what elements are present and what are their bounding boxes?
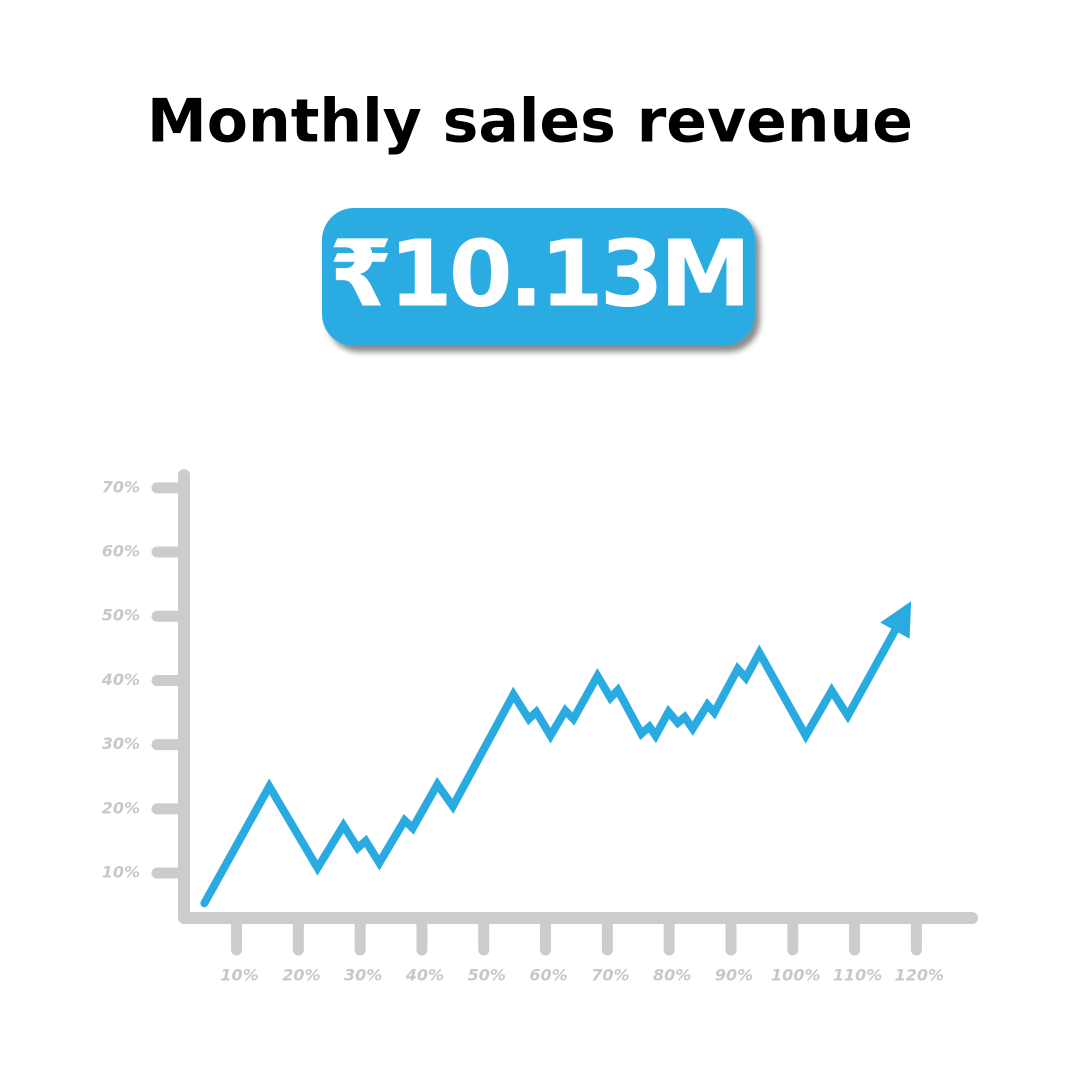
y-tick-label: 70% bbox=[102, 477, 140, 496]
plot: 10% 20% 30% 40% 50% 60% 70% 10% 20% 30% 40% 50% 60% 7… bbox=[101, 469, 978, 985]
y-tick-label: 50% bbox=[102, 606, 140, 625]
x-tick-label: 10% bbox=[220, 966, 258, 985]
x-tick-label: 100% bbox=[771, 966, 820, 985]
chart-title: Monthly sales revenue bbox=[147, 87, 913, 157]
x-tick-label: 60% bbox=[529, 966, 567, 985]
y-tick-label: 40% bbox=[101, 670, 140, 689]
headline-value: ₹10.13M bbox=[329, 220, 748, 327]
headline-badge bbox=[322, 208, 755, 346]
x-tick-label: 30% bbox=[344, 966, 382, 985]
axes bbox=[178, 469, 978, 924]
y-tick-label: 60% bbox=[102, 542, 140, 561]
y-tick-label: 30% bbox=[102, 734, 140, 753]
y-tick-label: 20% bbox=[102, 798, 140, 817]
x-tick-label: 40% bbox=[405, 966, 444, 985]
sales-line bbox=[200, 601, 912, 908]
x-tick-label: 80% bbox=[653, 966, 691, 985]
x-tick-label: 20% bbox=[282, 966, 320, 985]
x-tick-label: 90% bbox=[715, 966, 753, 985]
x-tick-label: 50% bbox=[468, 966, 506, 985]
x-tick-label: 110% bbox=[833, 966, 882, 985]
x-tick-label: 120% bbox=[895, 966, 944, 985]
x-tick-label: 70% bbox=[591, 966, 629, 985]
y-tick-label: 10% bbox=[102, 863, 140, 882]
